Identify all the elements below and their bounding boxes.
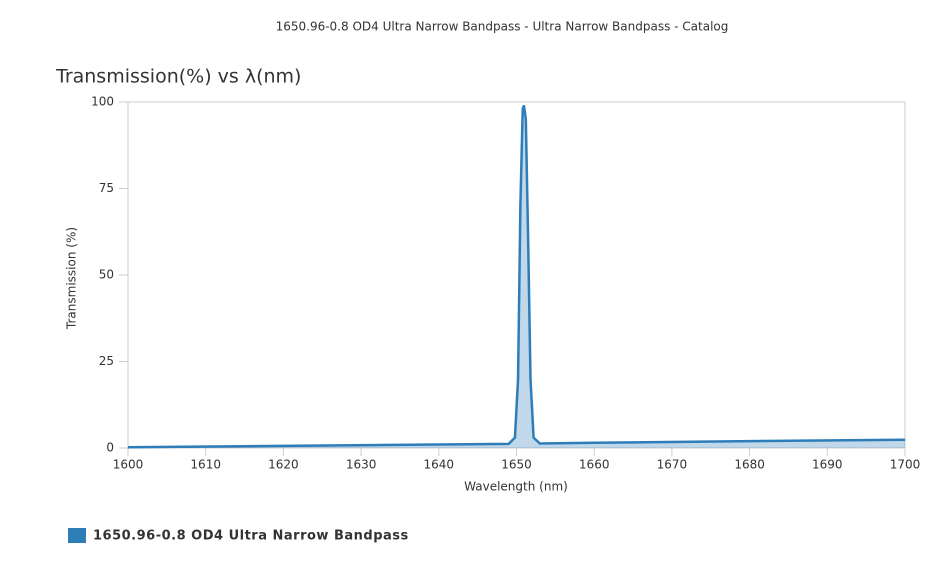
y-tick-label: 75	[99, 181, 114, 195]
x-tick-label: 1660	[579, 458, 610, 472]
y-tick-label: 25	[99, 354, 114, 368]
x-tick-label: 1610	[190, 458, 221, 472]
y-tick-label: 0	[106, 441, 114, 455]
y-tick-label: 50	[99, 268, 114, 282]
x-tick-label: 1630	[346, 458, 377, 472]
legend-swatch	[68, 528, 86, 543]
page-title: 1650.96-0.8 OD4 Ultra Narrow Bandpass - …	[276, 20, 729, 34]
y-tick-label: 100	[91, 95, 114, 109]
x-tick-label: 1620	[268, 458, 299, 472]
x-tick-label: 1640	[424, 458, 455, 472]
legend-label: 1650.96-0.8 OD4 Ultra Narrow Bandpass	[93, 529, 409, 544]
line	[127, 105, 906, 449]
chart-title: Transmission(%) vs λ(nm)	[55, 66, 301, 88]
y-axis-label: Transmission (%)	[65, 227, 79, 330]
x-tick-label: 1690	[812, 458, 843, 472]
x-tick-label: 1650	[501, 458, 532, 472]
x-axis-label: Wavelength (nm)	[464, 480, 568, 494]
x-tick-label: 1670	[657, 458, 688, 472]
x-tick-label: 1600	[113, 458, 144, 472]
x-tick-label: 1700	[890, 458, 921, 472]
x-tick-label: 1680	[734, 458, 765, 472]
